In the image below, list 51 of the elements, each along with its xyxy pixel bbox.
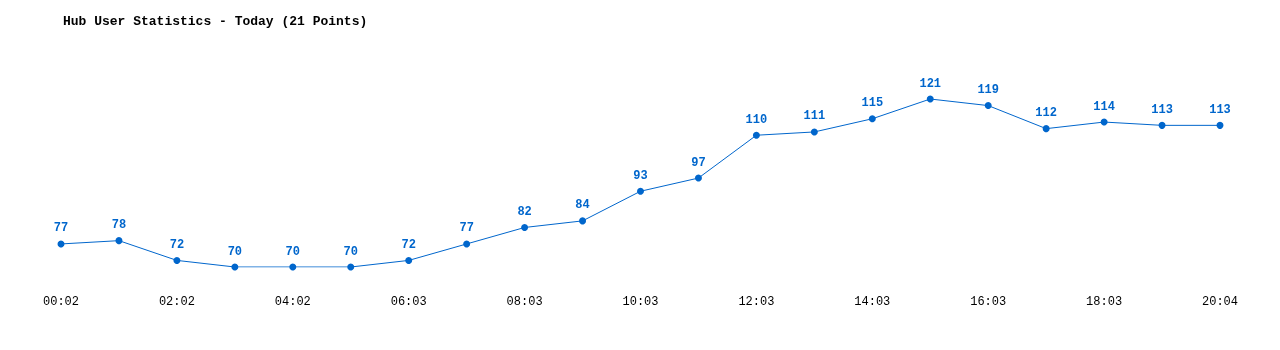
point bbox=[984, 102, 992, 110]
point bbox=[868, 115, 876, 123]
data-label: 70 bbox=[227, 244, 243, 259]
data-label: 113 bbox=[1151, 102, 1173, 117]
x-tick-label: 18:03 bbox=[1086, 295, 1123, 309]
data-label: 72 bbox=[401, 237, 416, 252]
point bbox=[1042, 125, 1050, 133]
data-label: 82 bbox=[517, 204, 532, 219]
data-label: 70 bbox=[343, 244, 358, 259]
data-label: 78 bbox=[111, 218, 127, 233]
point bbox=[810, 128, 818, 136]
point bbox=[463, 240, 471, 248]
data-label: 119 bbox=[977, 83, 999, 98]
data-label: 72 bbox=[169, 237, 185, 252]
x-tick-label: 02:02 bbox=[158, 295, 195, 309]
point bbox=[752, 131, 760, 139]
point bbox=[1216, 121, 1224, 129]
data-label: 112 bbox=[1035, 106, 1057, 121]
x-tick-label: 06:03 bbox=[390, 295, 427, 309]
data-label: 121 bbox=[919, 76, 942, 91]
point bbox=[115, 237, 123, 245]
chart-title: Hub User Statistics - Today (21 Points) bbox=[63, 14, 368, 29]
point bbox=[579, 217, 587, 225]
data-label: 111 bbox=[803, 109, 826, 124]
x-tick-label: 00:02 bbox=[42, 295, 80, 309]
point bbox=[694, 174, 702, 182]
x-tick-label: 12:03 bbox=[738, 295, 775, 309]
point bbox=[521, 223, 529, 231]
data-label: 70 bbox=[285, 244, 300, 259]
data-label: 93 bbox=[633, 168, 648, 183]
data-label: 114 bbox=[1093, 99, 1115, 114]
point bbox=[347, 263, 355, 271]
point bbox=[289, 263, 297, 271]
x-tick-label: 04:02 bbox=[274, 295, 311, 309]
data-label: 113 bbox=[1209, 102, 1231, 117]
data-label: 115 bbox=[861, 96, 884, 111]
data-label: 77 bbox=[459, 221, 474, 236]
data-label: 97 bbox=[691, 155, 706, 170]
x-tick-label: 20:04 bbox=[1201, 295, 1239, 309]
x-tick-label: 10:03 bbox=[622, 295, 659, 309]
x-tick-label: 14:03 bbox=[854, 295, 891, 309]
x-tick-label: 08:03 bbox=[506, 295, 543, 309]
point bbox=[1158, 121, 1166, 129]
data-label: 110 bbox=[745, 112, 768, 127]
point bbox=[926, 95, 934, 103]
point bbox=[637, 187, 644, 195]
point bbox=[173, 256, 181, 264]
point bbox=[405, 256, 413, 264]
data-label: 84 bbox=[575, 198, 590, 213]
x-tick-label: 16:03 bbox=[970, 295, 1007, 309]
data-label: 77 bbox=[53, 221, 69, 236]
